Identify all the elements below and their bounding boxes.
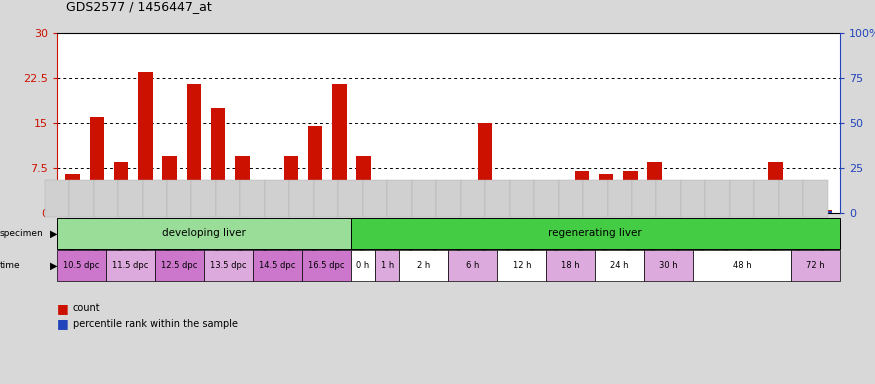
Text: 1 h: 1 h xyxy=(381,261,394,270)
Bar xyxy=(381,211,396,213)
Bar xyxy=(332,84,346,213)
Text: 6 h: 6 h xyxy=(466,261,480,270)
Bar xyxy=(478,204,492,213)
Bar xyxy=(138,72,152,213)
Bar xyxy=(793,211,808,213)
Bar xyxy=(648,162,662,213)
Bar xyxy=(817,211,831,213)
Bar xyxy=(526,211,541,213)
Bar xyxy=(817,210,831,213)
Bar xyxy=(308,126,322,213)
Text: 18 h: 18 h xyxy=(562,261,580,270)
Bar xyxy=(89,198,104,213)
Bar xyxy=(211,192,226,213)
Text: 13.5 dpc: 13.5 dpc xyxy=(210,261,247,270)
Bar xyxy=(211,108,226,213)
Bar xyxy=(235,156,249,213)
Text: 16.5 dpc: 16.5 dpc xyxy=(308,261,345,270)
Text: GDS2577 / 1456447_at: GDS2577 / 1456447_at xyxy=(66,0,212,13)
Bar xyxy=(66,209,80,213)
Text: 10.5 dpc: 10.5 dpc xyxy=(63,261,100,270)
Bar xyxy=(259,206,274,213)
Bar xyxy=(114,162,129,213)
Bar xyxy=(453,210,468,213)
Bar xyxy=(405,211,419,213)
Text: 12 h: 12 h xyxy=(513,261,531,270)
Bar xyxy=(186,84,201,213)
Text: ■: ■ xyxy=(57,317,68,330)
Bar xyxy=(575,171,589,213)
Bar xyxy=(478,123,492,213)
Bar xyxy=(429,211,444,213)
Bar xyxy=(696,186,710,213)
Bar xyxy=(720,211,734,213)
Text: developing liver: developing liver xyxy=(162,228,246,238)
Text: ■: ■ xyxy=(57,302,68,315)
Text: 72 h: 72 h xyxy=(806,261,825,270)
Bar xyxy=(598,174,613,213)
Bar xyxy=(768,207,783,213)
Bar xyxy=(284,208,298,213)
Text: regenerating liver: regenerating liver xyxy=(549,228,642,238)
Bar xyxy=(332,195,346,213)
Bar xyxy=(550,211,565,213)
Bar xyxy=(526,211,541,213)
Text: 14.5 dpc: 14.5 dpc xyxy=(259,261,296,270)
Text: 11.5 dpc: 11.5 dpc xyxy=(112,261,149,270)
Bar xyxy=(623,204,638,213)
Bar xyxy=(138,207,152,213)
Bar xyxy=(501,210,516,213)
Bar xyxy=(745,201,759,213)
Bar xyxy=(259,210,274,213)
Bar xyxy=(186,192,201,213)
Text: percentile rank within the sample: percentile rank within the sample xyxy=(73,319,238,329)
Text: ▶: ▶ xyxy=(50,261,58,271)
Bar xyxy=(66,174,80,213)
Bar xyxy=(235,192,249,213)
Bar xyxy=(114,210,129,213)
Text: specimen: specimen xyxy=(0,229,44,238)
Text: 48 h: 48 h xyxy=(732,261,752,270)
Text: 12.5 dpc: 12.5 dpc xyxy=(161,261,198,270)
Bar xyxy=(356,156,371,213)
Bar xyxy=(575,207,589,213)
Bar xyxy=(163,156,177,213)
Bar xyxy=(623,171,638,213)
Text: 24 h: 24 h xyxy=(611,261,629,270)
Bar xyxy=(429,211,444,213)
Bar xyxy=(671,211,686,213)
Bar xyxy=(793,211,808,213)
Bar xyxy=(745,209,759,213)
Bar xyxy=(284,156,298,213)
Bar xyxy=(598,207,613,213)
Text: time: time xyxy=(0,261,21,270)
Text: 0 h: 0 h xyxy=(356,261,369,270)
Text: ▶: ▶ xyxy=(50,228,58,238)
Bar xyxy=(696,210,710,213)
Bar xyxy=(648,206,662,213)
Bar xyxy=(308,201,322,213)
Bar xyxy=(501,189,516,213)
Text: count: count xyxy=(73,303,101,313)
Bar xyxy=(550,211,565,213)
Text: 2 h: 2 h xyxy=(417,261,430,270)
Bar xyxy=(163,210,177,213)
Bar xyxy=(381,211,396,213)
Bar xyxy=(356,209,371,213)
Bar xyxy=(671,211,686,213)
Bar xyxy=(768,162,783,213)
Bar xyxy=(405,211,419,213)
Bar xyxy=(89,117,104,213)
Text: 30 h: 30 h xyxy=(660,261,678,270)
Bar xyxy=(453,198,468,213)
Bar xyxy=(720,211,734,213)
